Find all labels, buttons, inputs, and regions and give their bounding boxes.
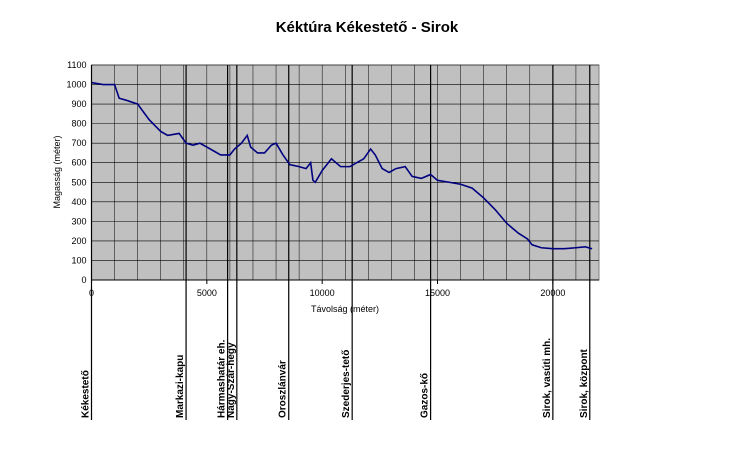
x-tick-label: 10000 xyxy=(310,288,335,298)
y-tick-label: 400 xyxy=(71,197,86,207)
x-tick-label: 15000 xyxy=(425,288,450,298)
y-tick-label: 900 xyxy=(71,99,86,109)
y-tick-label: 100 xyxy=(71,255,86,265)
y-tick-label: 0 xyxy=(81,275,86,285)
landmark-label: Hármashatár eh. xyxy=(217,339,228,418)
chart-title: Kéktúra Kékestető - Sirok xyxy=(276,19,459,36)
y-axis-label: Magasság (méter) xyxy=(52,135,62,208)
landmark-label: Markazi-kapu xyxy=(175,355,186,418)
y-tick-label: 800 xyxy=(71,119,86,129)
landmark-label: Sirok, vasúti mh. xyxy=(542,338,553,418)
x-axis-label: Távolság (méter) xyxy=(311,304,379,314)
x-tick-label: 5000 xyxy=(197,288,217,298)
y-tick-label: 700 xyxy=(71,138,86,148)
landmark-label: Sirok, központ xyxy=(579,348,590,418)
landmark-label: Gazos-kő xyxy=(420,373,431,418)
landmark-label: Szederjes-tető xyxy=(341,350,352,418)
landmark-label: Kékestető xyxy=(81,370,92,418)
y-tick-label: 300 xyxy=(71,216,86,226)
landmark-label: Nagy-Szár-hegy xyxy=(226,342,237,418)
y-tick-label: 500 xyxy=(71,177,86,187)
elevation-line xyxy=(91,81,593,250)
y-tick-label: 1000 xyxy=(66,80,86,90)
y-tick-label: 200 xyxy=(71,236,86,246)
landmark-label: Oroszlánvár xyxy=(278,360,289,418)
y-tick-label: 600 xyxy=(71,158,86,168)
y-tick-label: 1100 xyxy=(67,60,86,70)
